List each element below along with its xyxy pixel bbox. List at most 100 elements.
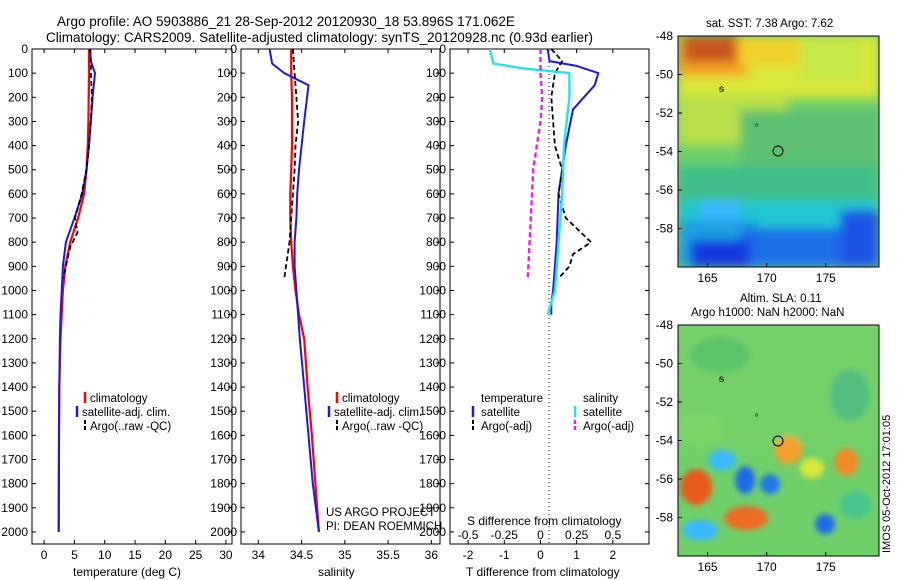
ytick-label: 1500 — [210, 404, 237, 418]
legend-label-t-argo: Argo(-adj) — [481, 421, 532, 433]
ytick-label: 1400 — [210, 380, 237, 394]
salinity-legend: climatology satellite-adj. clim. Argo(..… — [327, 392, 423, 433]
ytick-label: 1000 — [1, 283, 28, 297]
legend-label-t-satellite: satellite — [481, 407, 520, 419]
secondary-xtick-label: 0.25 — [565, 528, 589, 542]
series-line-climatology — [57, 49, 91, 532]
xtick-label: 36 — [425, 548, 439, 562]
timestamp-stamp: IMOS 05-Oct-2012 17:01:05 — [881, 415, 893, 553]
map-ytick-label: -58 — [656, 222, 674, 236]
argo-position-marker — [772, 145, 784, 157]
ytick-label: 1700 — [419, 452, 446, 466]
xtick-label: -1 — [499, 548, 510, 562]
series-line-salinity-argo-adj — [526, 49, 544, 279]
ytick-label: 1700 — [1, 452, 28, 466]
map-xtick-label: 170 — [757, 560, 777, 574]
legend-header-temperature: temperature — [481, 393, 543, 405]
map-ytick-label: -48 — [656, 29, 674, 43]
ytick-label: 600 — [217, 187, 237, 201]
ytick-label: 100 — [217, 66, 237, 80]
legend-label-climatology: climatology — [342, 393, 400, 405]
ytick-label: 1100 — [2, 308, 28, 322]
island-glyph: ₐ — [755, 409, 759, 418]
island-glyph: ᵴ — [718, 84, 724, 95]
legend-label-argo: Argo(..raw -QC) — [90, 421, 171, 433]
sla-heatmap: ᵴ ₐ — [678, 325, 879, 556]
sst-map-title: sat. SST: 7.38 Argo: 7.62 — [706, 18, 833, 30]
map-ytick-label: -52 — [656, 106, 674, 120]
title-line-1: Argo profile: AO 5903886_21 28-Sep-2012 … — [57, 14, 515, 29]
map-ytick-label: -50 — [656, 357, 674, 371]
sst-heatmap: ᵴ ₐ — [678, 36, 879, 267]
ytick-label: 1000 — [210, 283, 237, 297]
ytick-label: 1900 — [419, 501, 446, 515]
xtick-label: 34.5 — [290, 548, 314, 562]
ytick-label: 1000 — [419, 283, 446, 297]
legend-label-s-satellite: satellite — [583, 407, 622, 419]
map-xtick-label: 175 — [816, 271, 836, 285]
ytick-label: 1200 — [1, 332, 28, 346]
map-xtick-label: 170 — [757, 271, 777, 285]
ytick-label: 800 — [8, 235, 28, 249]
ytick-label: 100 — [8, 66, 28, 80]
t-difference-xlabel: T difference from climatology — [466, 565, 620, 579]
sla-map-title-1: Altim. SLA: 0.11 — [740, 293, 822, 305]
map-ytick-label: -54 — [656, 145, 674, 159]
ytick-label: 300 — [217, 114, 237, 128]
xtick-label: 35.5 — [376, 548, 400, 562]
salinity-xlabel: salinity — [318, 565, 355, 579]
ytick-label: 1500 — [419, 404, 446, 418]
ytick-label: 800 — [217, 235, 237, 249]
map-ytick-label: -56 — [656, 472, 674, 486]
ytick-label: 500 — [8, 163, 28, 177]
ytick-label: 700 — [8, 211, 28, 225]
ytick-label: 200 — [426, 90, 446, 104]
xtick-label: 35 — [338, 548, 352, 562]
ytick-label: 500 — [426, 163, 446, 177]
ytick-label: 2000 — [210, 525, 237, 539]
ytick-label: 1800 — [210, 477, 237, 491]
ytick-label: 1800 — [419, 477, 446, 491]
ytick-label: 1300 — [419, 356, 446, 370]
legend-label-satellite: satellite-adj. clim. — [334, 407, 422, 419]
ytick-label: 200 — [8, 90, 28, 104]
ytick-label: 500 — [217, 163, 237, 177]
ytick-label: 1600 — [419, 428, 446, 442]
series-line-satellite-adj-clim — [268, 49, 320, 533]
series-line-climatology — [289, 49, 320, 532]
ytick-label: 1900 — [1, 501, 28, 515]
difference-profile-panel: 0100200300400500600700800900100011001200… — [419, 42, 650, 579]
map-xtick-label: 165 — [698, 271, 718, 285]
difference-axes-frame — [449, 48, 650, 545]
ytick-label: 100 — [426, 66, 446, 80]
xtick-label: 30 — [219, 548, 233, 562]
map-ytick-label: -50 — [656, 68, 674, 82]
ytick-label: 1600 — [1, 428, 28, 442]
island-glyph: ᵴ — [718, 374, 724, 385]
sla-map-panel: Altim. SLA: 0.11 Argo h1000: NaN h2000: … — [656, 293, 880, 574]
xtick-label: 0 — [537, 548, 544, 562]
legend-label-climatology: climatology — [90, 393, 148, 405]
ytick-label: 1500 — [1, 404, 28, 418]
xtick-label: 15 — [128, 548, 142, 562]
salinity-axes-frame — [240, 48, 441, 545]
ytick-label: 1100 — [211, 308, 237, 322]
series-line-salinity-satellite — [488, 49, 571, 315]
ytick-label: 800 — [426, 235, 446, 249]
secondary-xtick-label: 0.5 — [604, 528, 621, 542]
map-ytick-label: -58 — [656, 511, 674, 525]
xtick-label: 0 — [41, 548, 48, 562]
map-ytick-label: -54 — [656, 434, 674, 448]
ytick-label: 900 — [217, 259, 237, 273]
xtick-label: 2 — [609, 548, 616, 562]
ytick-label: 700 — [426, 211, 446, 225]
ytick-label: 900 — [426, 259, 446, 273]
ytick-label: 1200 — [210, 332, 237, 346]
island-glyph: ₐ — [755, 119, 759, 128]
map-xtick-label: 175 — [816, 560, 836, 574]
secondary-xtick-label: 0 — [537, 528, 544, 542]
ytick-label: 600 — [8, 187, 28, 201]
argo-position-marker — [772, 435, 784, 447]
temperature-xlabel: temperature (deg C) — [73, 565, 181, 579]
